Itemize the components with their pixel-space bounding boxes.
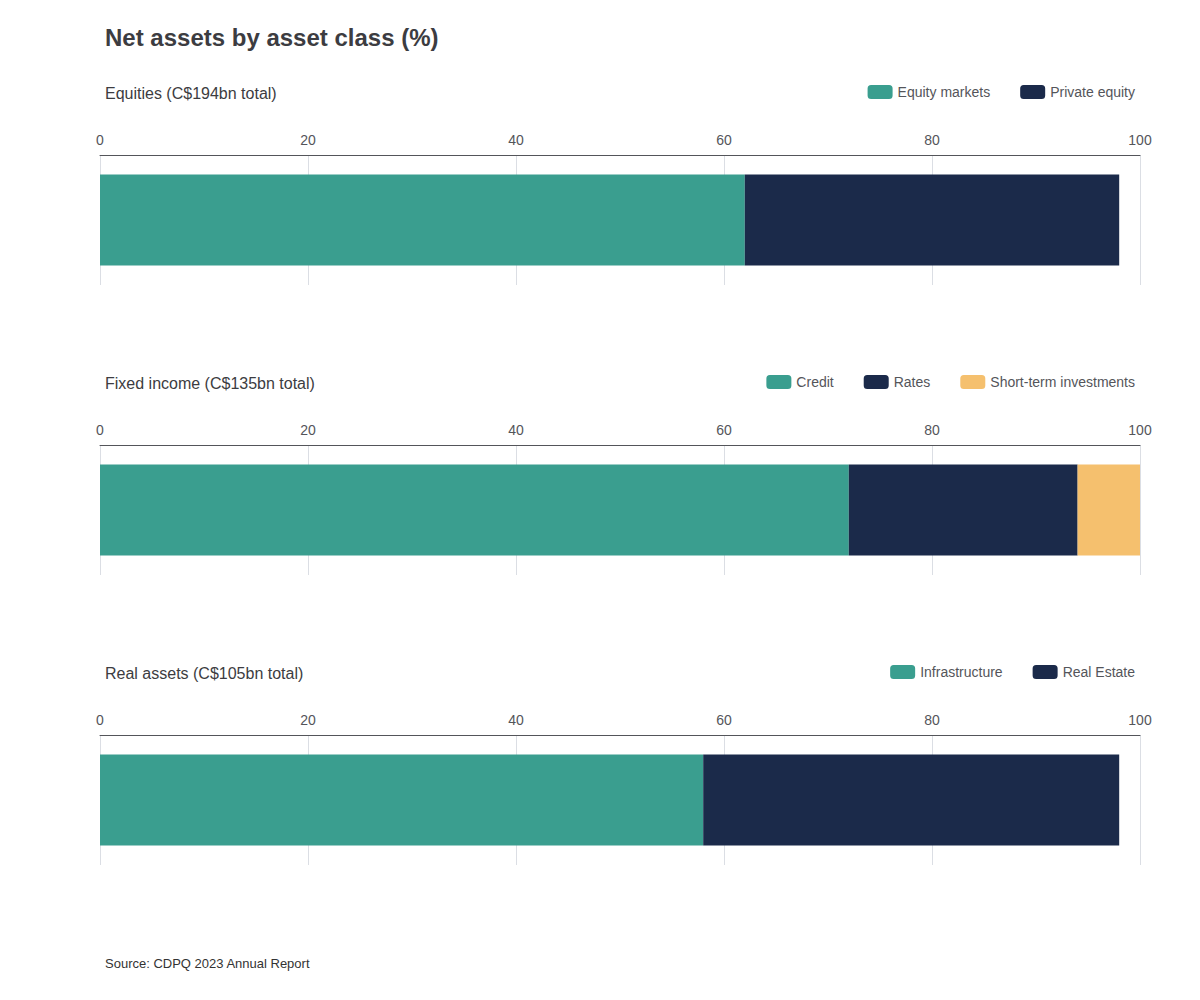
- svg-text:Equity markets: Equity markets: [898, 84, 991, 100]
- svg-text:Real Estate: Real Estate: [1063, 664, 1136, 680]
- svg-text:0: 0: [96, 712, 104, 728]
- svg-text:40: 40: [508, 712, 524, 728]
- svg-text:40: 40: [508, 132, 524, 148]
- svg-text:20: 20: [300, 422, 316, 438]
- svg-text:60: 60: [716, 132, 732, 148]
- svg-text:80: 80: [924, 132, 940, 148]
- svg-text:80: 80: [924, 422, 940, 438]
- svg-text:0: 0: [96, 132, 104, 148]
- svg-text:0: 0: [96, 422, 104, 438]
- svg-text:20: 20: [300, 132, 316, 148]
- svg-text:40: 40: [508, 422, 524, 438]
- svg-text:Rates: Rates: [894, 374, 931, 390]
- svg-text:Equities (C$194bn total): Equities (C$194bn total): [105, 85, 277, 102]
- svg-text:Fixed income (C$135bn total): Fixed income (C$135bn total): [105, 375, 315, 392]
- svg-text:100: 100: [1128, 422, 1152, 438]
- svg-text:Net assets by asset class (%): Net assets by asset class (%): [105, 24, 439, 51]
- svg-text:60: 60: [716, 422, 732, 438]
- svg-text:60: 60: [716, 712, 732, 728]
- svg-text:Credit: Credit: [796, 374, 833, 390]
- svg-text:Infrastructure: Infrastructure: [920, 664, 1003, 680]
- svg-text:Real assets (C$105bn total): Real assets (C$105bn total): [105, 665, 303, 682]
- svg-text:Source: CDPQ 2023 Annual Repor: Source: CDPQ 2023 Annual Report: [105, 956, 310, 971]
- svg-text:Private equity: Private equity: [1050, 84, 1135, 100]
- svg-text:20: 20: [300, 712, 316, 728]
- svg-text:80: 80: [924, 712, 940, 728]
- svg-text:Short-term investments: Short-term investments: [990, 374, 1135, 390]
- svg-text:100: 100: [1128, 712, 1152, 728]
- svg-text:100: 100: [1128, 132, 1152, 148]
